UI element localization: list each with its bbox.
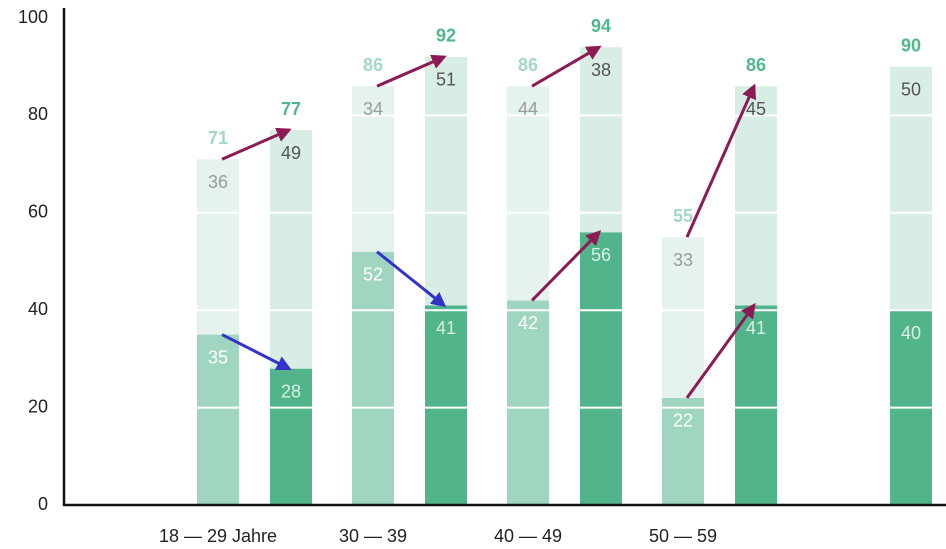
total-label: 77 xyxy=(281,99,301,119)
segment-label: 49 xyxy=(281,143,301,163)
segment-label: 40 xyxy=(901,323,921,343)
segment-label: 22 xyxy=(673,411,693,431)
segment-label: 50 xyxy=(901,79,921,99)
y-tick-label: 20 xyxy=(28,396,48,416)
segment-label: 35 xyxy=(208,347,228,367)
segment-label: 52 xyxy=(363,265,383,285)
segment-label: 28 xyxy=(281,381,301,401)
bar-segment xyxy=(197,334,239,505)
bar-segment xyxy=(507,300,549,505)
x-tick-label: 50 — 59 xyxy=(649,526,717,546)
total-label: 90 xyxy=(901,35,921,55)
total-label: 86 xyxy=(363,55,383,75)
segment-label: 51 xyxy=(436,70,456,90)
change-arrow xyxy=(221,127,292,161)
x-tick-label: 40 — 49 xyxy=(494,526,562,546)
change-arrow xyxy=(530,230,602,302)
x-tick-label: 30 — 39 xyxy=(339,526,407,546)
bar-segment xyxy=(580,47,622,233)
y-tick-label: 60 xyxy=(28,202,48,222)
bar-segment xyxy=(662,397,704,505)
bar-segment xyxy=(735,86,777,306)
segment-label: 45 xyxy=(746,99,766,119)
segment-label: 36 xyxy=(208,172,228,192)
total-label: 94 xyxy=(591,16,611,36)
segment-label: 38 xyxy=(591,60,611,80)
total-label: 55 xyxy=(673,206,693,226)
change-arrow xyxy=(221,333,292,371)
bar-segment xyxy=(890,66,932,311)
bar-segment xyxy=(735,305,777,505)
bar-segment xyxy=(580,232,622,505)
segment-label: 44 xyxy=(518,99,538,119)
y-tick-label: 0 xyxy=(38,494,48,514)
change-arrow xyxy=(531,45,602,88)
total-label: 86 xyxy=(746,55,766,75)
y-tick-label: 100 xyxy=(18,7,48,27)
change-arrow xyxy=(685,302,756,399)
segment-label: 34 xyxy=(363,99,383,119)
bar-segment xyxy=(270,368,312,505)
total-label: 71 xyxy=(208,128,228,148)
segment-label: 33 xyxy=(673,250,693,270)
bar-segment xyxy=(352,86,394,252)
segment-label: 56 xyxy=(591,245,611,265)
bar-segment xyxy=(662,237,704,398)
y-tick-label: 80 xyxy=(28,104,48,124)
y-tick-label: 40 xyxy=(28,299,48,319)
bar-segment xyxy=(270,130,312,369)
bar-segment xyxy=(507,86,549,301)
segment-label: 41 xyxy=(436,318,456,338)
change-arrow xyxy=(376,250,447,308)
bar-segment xyxy=(352,251,394,505)
bar-segment xyxy=(197,159,239,335)
change-arrow xyxy=(376,54,447,88)
bar-segment xyxy=(425,305,467,505)
total-label: 86 xyxy=(518,55,538,75)
bar-segment xyxy=(425,56,467,306)
total-label: 92 xyxy=(436,26,456,46)
x-tick-label: 18 — 29 Jahre xyxy=(159,526,277,546)
segment-label: 41 xyxy=(746,318,766,338)
change-arrow xyxy=(685,83,756,238)
segment-label: 42 xyxy=(518,313,538,333)
